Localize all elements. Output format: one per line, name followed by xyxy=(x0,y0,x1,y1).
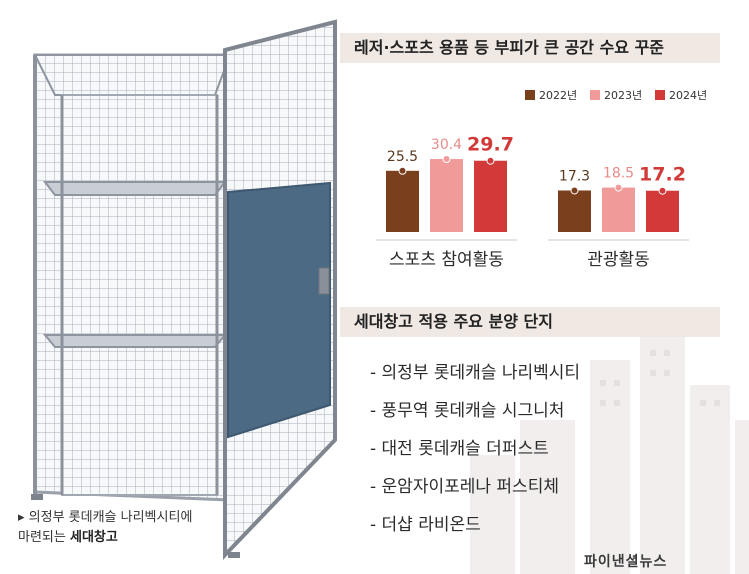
complex-list: - 의정부 롯데캐슬 나리벡시티 - 풍무역 롯데캐슬 시그니처 - 대전 롯데… xyxy=(370,358,580,548)
value-label: 17.2 xyxy=(639,164,686,186)
category-label: 스포츠 참여활동 xyxy=(389,250,504,270)
list-item: - 더샵 라비온드 xyxy=(370,515,481,535)
legend-item-2023: 2023년 xyxy=(590,87,642,103)
bar xyxy=(602,187,635,232)
legend-swatch xyxy=(655,90,665,100)
list-header: 세대창고 적용 주요 분양 단지 xyxy=(340,307,720,337)
legend-item-2024: 2024년 xyxy=(655,87,707,103)
value-label: 30.4 xyxy=(431,137,462,153)
bar xyxy=(474,160,507,232)
bar-dot xyxy=(486,156,495,165)
list-item: - 운암자이포레나 퍼스티체 xyxy=(370,477,559,497)
value-label: 25.5 xyxy=(387,149,418,165)
image-caption: ▸ 의정부 롯데캐슬 나리벡시티에 마련되는 세대창고 xyxy=(18,508,192,548)
legend-label: 2024년 xyxy=(669,89,708,102)
bar-dot xyxy=(398,166,407,175)
publisher-logo: 파이낸셜뉴스 xyxy=(584,554,668,570)
bar xyxy=(646,190,679,232)
value-label: 17.3 xyxy=(559,168,590,184)
value-label: 18.5 xyxy=(603,166,634,182)
caption-line-2: 마련되는 세대창고 xyxy=(18,528,192,548)
list-item: - 대전 롯데캐슬 더퍼스트 xyxy=(370,439,549,459)
caption-line-1: ▸ 의정부 롯데캐슬 나리벡시티에 xyxy=(18,510,193,525)
bar-dot xyxy=(658,186,667,195)
legend-swatch xyxy=(590,90,600,100)
legend-swatch xyxy=(525,90,535,100)
bar-dot xyxy=(442,155,451,164)
legend-label: 2023년 xyxy=(604,89,643,102)
chart-header: 레저·스포츠 용품 등 부피가 큰 공간 수요 꾸준 xyxy=(340,33,720,63)
caption-prefix: 마련되는 xyxy=(18,530,70,545)
caption-bold: 세대창고 xyxy=(69,530,118,545)
bar-dot xyxy=(570,186,579,195)
legend-label: 2022년 xyxy=(539,89,578,102)
bar xyxy=(558,190,591,232)
list-item: - 의정부 롯데캐슬 나리벡시티 xyxy=(370,363,581,383)
bar-chart: 25.5 30.4 29.7 스포츠 참여활동 17.3 18.5 17.2 관광활동 xyxy=(376,134,689,270)
bar xyxy=(430,159,463,232)
list-item: - 풍무역 롯데캐슬 시그니처 xyxy=(370,401,565,421)
category-label: 관광활동 xyxy=(587,250,650,270)
bar xyxy=(386,170,419,232)
legend-item-2022: 2022년 xyxy=(525,87,577,103)
bar-dot xyxy=(614,183,623,192)
value-label: 29.7 xyxy=(467,134,514,156)
